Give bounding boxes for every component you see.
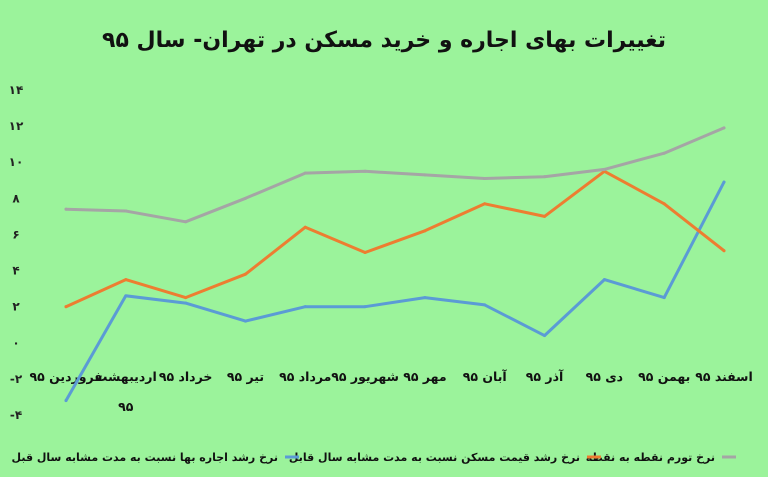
y-tick-label: -۲	[10, 372, 23, 386]
y-tick-label: ۱۴	[9, 83, 24, 97]
x-tick-label: شهریور ۹۵	[331, 369, 399, 384]
data-point	[483, 202, 487, 206]
data-point	[483, 176, 487, 180]
data-point	[124, 209, 128, 213]
x-tick-label: فروردین ۹۵	[30, 369, 103, 384]
data-point	[662, 202, 666, 206]
series-line-2	[64, 169, 726, 309]
data-point	[243, 319, 247, 323]
data-point	[602, 167, 606, 171]
legend: نرخ تورم نقطه به نقطه نرخ رشد قیمت مسکن ن…	[12, 451, 736, 464]
legend-label: نرخ رشد قیمت مسکن نسبت به مدت مشابه سال …	[289, 451, 580, 464]
x-tick-label: اردیبهشت ۹۵	[95, 369, 157, 414]
data-point	[722, 249, 726, 253]
data-point	[363, 251, 367, 254]
x-tick-label: مهر ۹۵	[403, 369, 446, 384]
legend-label: نرخ رشد اجاره بها نسبت به مدت مشابه سال …	[12, 451, 278, 464]
data-point	[303, 225, 307, 229]
data-point	[303, 305, 307, 309]
data-point	[243, 272, 247, 276]
x-tick-label: اسفند ۹۵	[695, 369, 753, 384]
data-point	[543, 334, 547, 338]
x-tick-label: خرداد ۹۵	[159, 369, 213, 384]
data-point	[363, 305, 367, 309]
data-point	[303, 171, 307, 175]
legend-label: نرخ تورم نقطه به نقطه	[586, 451, 715, 464]
x-tick-label: بهمن ۹۵	[638, 369, 690, 384]
y-axis-ticks: -۴ -۲ ۰ ۲ ۴ ۶ ۸ ۱۰ ۱۲ ۱۴	[9, 83, 24, 422]
x-tick-label: تیر ۹۵	[227, 369, 264, 384]
data-point	[124, 278, 128, 282]
data-point	[423, 173, 427, 177]
y-tick-label: -۴	[10, 408, 22, 422]
data-point	[64, 305, 68, 309]
y-tick-label: ۸	[12, 191, 20, 205]
chart-title: تغییرات بهای اجاره و خرید مسکن در تهران-…	[102, 28, 666, 53]
data-point	[543, 175, 547, 179]
y-tick-label: ۱۲	[9, 119, 24, 133]
x-tick-label: دی ۹۵	[586, 369, 624, 384]
data-point	[722, 180, 726, 184]
data-point	[423, 229, 427, 233]
data-point	[602, 278, 606, 282]
data-point	[363, 169, 367, 173]
data-point	[243, 196, 247, 200]
data-point	[662, 296, 666, 300]
data-point	[423, 296, 427, 300]
data-point	[64, 207, 68, 211]
y-tick-label: ۶	[12, 227, 19, 241]
y-tick-label: ۲	[12, 300, 20, 314]
y-tick-label: ۴	[12, 264, 19, 278]
data-point	[184, 301, 188, 305]
x-tick-label: آذر ۹۵	[526, 369, 564, 384]
data-point	[124, 294, 128, 298]
data-point	[184, 296, 188, 300]
x-tick-label: مرداد ۹۵	[279, 369, 331, 384]
data-point	[722, 126, 726, 130]
series-lines	[64, 126, 726, 403]
y-tick-label: ۰	[12, 336, 19, 350]
data-point	[64, 399, 68, 403]
y-tick-label: ۱۰	[9, 155, 24, 169]
series-line-1	[64, 180, 726, 403]
data-point	[184, 220, 188, 224]
x-tick-label: آبان ۹۵	[463, 369, 508, 384]
data-point	[662, 151, 666, 155]
data-point	[483, 303, 487, 307]
series-line-3	[64, 126, 726, 224]
data-point	[543, 214, 547, 218]
